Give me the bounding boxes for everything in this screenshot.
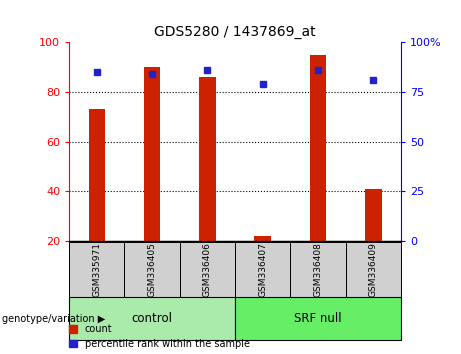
Text: SRF null: SRF null: [294, 312, 342, 325]
Bar: [199, 77, 216, 241]
Bar: [290, 242, 346, 297]
Text: GSM336409: GSM336409: [369, 242, 378, 297]
Text: GSM336405: GSM336405: [148, 242, 157, 297]
Bar: [346, 242, 401, 297]
Bar: [254, 236, 271, 241]
Text: control: control: [132, 312, 172, 325]
Text: GSM335971: GSM335971: [92, 242, 101, 297]
Bar: [365, 189, 382, 241]
Bar: [69, 242, 124, 297]
Bar: [69, 297, 235, 340]
Bar: [180, 242, 235, 297]
Text: GSM336406: GSM336406: [203, 242, 212, 297]
Bar: [310, 55, 326, 241]
Title: GDS5280 / 1437869_at: GDS5280 / 1437869_at: [154, 25, 316, 39]
Bar: [235, 297, 401, 340]
Bar: [144, 67, 160, 241]
Bar: [235, 242, 290, 297]
Bar: [124, 242, 180, 297]
Bar: [89, 109, 105, 241]
Text: genotype/variation ▶: genotype/variation ▶: [2, 314, 106, 324]
Text: GSM336407: GSM336407: [258, 242, 267, 297]
Text: GSM336408: GSM336408: [313, 242, 323, 297]
Legend: count, percentile rank within the sample: count, percentile rank within the sample: [70, 324, 250, 349]
